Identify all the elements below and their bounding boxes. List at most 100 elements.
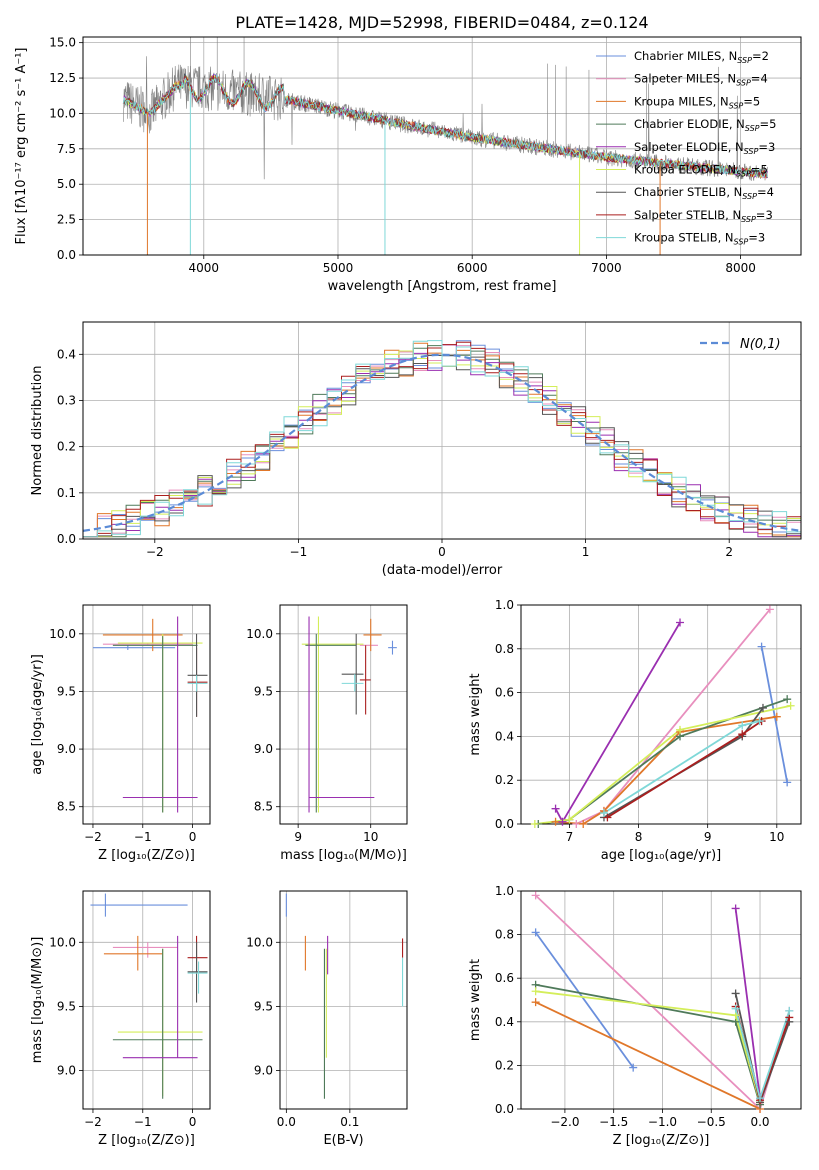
x-axis-label: wavelength [Angstrom, rest frame] — [328, 279, 557, 294]
grid-mass_age — [280, 605, 407, 824]
tick-label-x: 1 — [582, 545, 590, 559]
tick-label-x: 10 — [769, 830, 784, 844]
tick-label-x: −2.0 — [550, 1115, 579, 1129]
tick-label-x: 0 — [189, 830, 197, 844]
tick-label-x: 9 — [294, 830, 302, 844]
plot-area-ebv_mass — [285, 893, 404, 1099]
tick-label-x: 4000 — [189, 261, 220, 275]
tick-label-y: 0.3 — [57, 393, 76, 407]
axes-frame — [82, 36, 802, 256]
weight-line — [760, 646, 789, 783]
plot-area-residuals — [83, 340, 801, 538]
weight-line — [734, 908, 761, 1099]
legend-nssp-prefix: , N — [725, 208, 741, 222]
legend-nssp-prefix: , N — [721, 49, 737, 63]
legend-equals: = — [743, 94, 753, 108]
legend-nssp-value: 5 — [769, 117, 776, 131]
y-axis-label: Flux [fλ10⁻¹⁷ erg cm⁻² s⁻¹ A⁻¹] — [14, 48, 29, 245]
tick-label-y: 12.5 — [49, 71, 76, 85]
plot-area-z_age — [92, 616, 208, 813]
tick-label-y: 10.0 — [49, 935, 76, 949]
tick-label-y: 1.0 — [495, 598, 514, 612]
tick-label-y: 0.4 — [495, 729, 514, 743]
grid-age_weight — [521, 604, 801, 825]
legend-model-name: Kroupa MILES — [634, 94, 713, 108]
tick-label-y: 5.0 — [57, 177, 76, 191]
axes-frame — [520, 604, 802, 825]
tick-label-y: 0.0 — [495, 817, 514, 831]
legend-subscript: SSP — [736, 79, 751, 88]
tick-label-y: 9.0 — [57, 1064, 76, 1078]
tick-label-y: 0.4 — [495, 1015, 514, 1029]
grid-z_age — [83, 605, 210, 824]
weight-line — [535, 990, 761, 1103]
tick-label-x: −0.5 — [697, 1115, 726, 1129]
legend-entry: N(0,1) — [740, 337, 781, 352]
tick-label-x: −1 — [290, 545, 308, 559]
legend-nssp-value: 3 — [768, 140, 775, 154]
weight-marker — [676, 618, 685, 627]
tick-label-y: 0.4 — [57, 347, 76, 361]
legend-equals: = — [751, 72, 761, 86]
tick-label-y: 10.0 — [246, 627, 273, 641]
tick-label-x: 10 — [363, 830, 378, 844]
tick-label-x: −1.5 — [599, 1115, 628, 1129]
legend-model-name: Kroupa ELODIE — [634, 163, 720, 177]
panel-z_mass: −2 −1 0 9.0 9.5 10.0 Z [log₁₀(Z/Z⊙)] mass [log₁… — [30, 890, 211, 1148]
axes-frame — [279, 890, 408, 1110]
legend-nssp-prefix: , N — [720, 72, 736, 86]
plot-area-spectrum — [122, 37, 768, 255]
tick-label-x: 0 — [438, 545, 446, 559]
weight-marker — [772, 712, 781, 721]
weight-marker — [603, 813, 612, 822]
legend-equals: = — [760, 117, 770, 131]
legend-model-name: Kroupa STELIB — [634, 231, 718, 245]
plot-area-age_weight — [534, 608, 791, 824]
tick-label-y: 9.5 — [57, 999, 76, 1013]
legend-nssp-value: 4 — [760, 72, 767, 86]
legend-nssp-value: 5 — [753, 94, 760, 108]
legend-equals: = — [748, 231, 758, 245]
tick-label-y: 0.6 — [495, 686, 514, 700]
legend-entry: Salpeter STELIB, NSSP=3 — [634, 208, 773, 224]
legend-nssp-prefix: , N — [729, 117, 745, 131]
legend-subscript: SSP — [729, 101, 744, 110]
tick-label-y: 9.5 — [254, 999, 273, 1013]
legend-subscript: SSP — [741, 215, 756, 224]
legend-nssp-value: 4 — [767, 185, 774, 199]
normal-curve — [83, 353, 801, 532]
histogram-series — [83, 340, 801, 538]
legend-subscript: SSP — [742, 192, 757, 201]
axes-frame — [82, 321, 802, 540]
weight-marker — [738, 730, 747, 739]
legend-entry: Kroupa MILES, NSSP=5 — [634, 94, 760, 110]
legend-subscript: SSP — [744, 147, 759, 156]
legend-subscript: SSP — [745, 124, 760, 133]
y-axis-label: mass weight — [468, 959, 483, 1041]
tick-label-x: 6000 — [457, 261, 488, 275]
weight-marker — [551, 804, 560, 813]
weight-marker — [572, 820, 581, 828]
weight-marker — [755, 717, 764, 726]
y-axis-label: Normed distribution — [30, 366, 45, 496]
weight-marker — [738, 721, 747, 730]
axes-frame — [82, 890, 211, 1110]
y-axis-label: mass weight — [468, 673, 483, 755]
x-axis-label: Z [log₁₀(Z/Z⊙)] — [98, 1133, 195, 1148]
tick-label-x: 0.0 — [750, 1115, 769, 1129]
model-spectrum — [122, 73, 768, 178]
legend-subscript: SSP — [737, 56, 752, 65]
tick-label-y: 15.0 — [49, 36, 76, 50]
panel-z_weight: −2.0 −1.5 −1.0 −0.5 0.0 0.0 0.2 0.4 0.6 0.8 1.0 Z [… — [468, 884, 802, 1148]
weight-marker — [731, 1004, 740, 1013]
tick-label-x: 7 — [566, 830, 574, 844]
legend-model-name: Salpeter MILES — [634, 72, 720, 86]
legend-model-name: Chabrier STELIB — [634, 185, 726, 199]
tick-label-y: 8.5 — [254, 800, 273, 814]
tick-label-y: 0.1 — [57, 486, 76, 500]
tick-label-x: −2 — [84, 830, 102, 844]
tick-label-x: 8 — [635, 830, 643, 844]
legend-entry: Chabrier ELODIE, NSSP=5 — [634, 117, 776, 133]
tick-label-y: 9.5 — [57, 684, 76, 698]
